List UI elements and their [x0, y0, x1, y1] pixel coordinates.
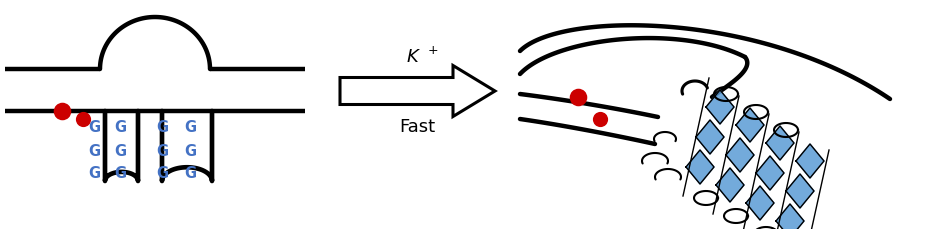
Text: G: G — [88, 143, 100, 158]
Polygon shape — [736, 109, 764, 142]
Text: G: G — [184, 119, 196, 134]
Polygon shape — [716, 168, 744, 202]
Polygon shape — [706, 91, 734, 124]
Point — [55, 110, 69, 113]
Polygon shape — [766, 126, 794, 160]
Text: G: G — [114, 143, 126, 158]
Text: G: G — [114, 119, 126, 134]
Polygon shape — [696, 120, 724, 154]
Text: Fast: Fast — [399, 117, 435, 135]
Polygon shape — [686, 150, 714, 184]
Text: G: G — [156, 119, 168, 134]
Text: +: + — [427, 44, 438, 57]
Text: G: G — [184, 143, 196, 158]
Polygon shape — [796, 144, 824, 178]
Polygon shape — [756, 156, 784, 190]
Point — [76, 118, 91, 121]
Text: K: K — [407, 48, 419, 66]
Point — [570, 96, 585, 99]
Point — [593, 118, 607, 121]
Text: G: G — [114, 166, 126, 181]
Polygon shape — [340, 66, 495, 117]
Polygon shape — [776, 204, 804, 229]
Text: G: G — [88, 166, 100, 181]
Polygon shape — [746, 186, 774, 220]
Text: G: G — [156, 143, 168, 158]
Polygon shape — [726, 138, 754, 172]
Text: G: G — [156, 166, 168, 181]
Text: G: G — [88, 119, 100, 134]
Polygon shape — [786, 174, 814, 208]
Text: G: G — [184, 166, 196, 181]
